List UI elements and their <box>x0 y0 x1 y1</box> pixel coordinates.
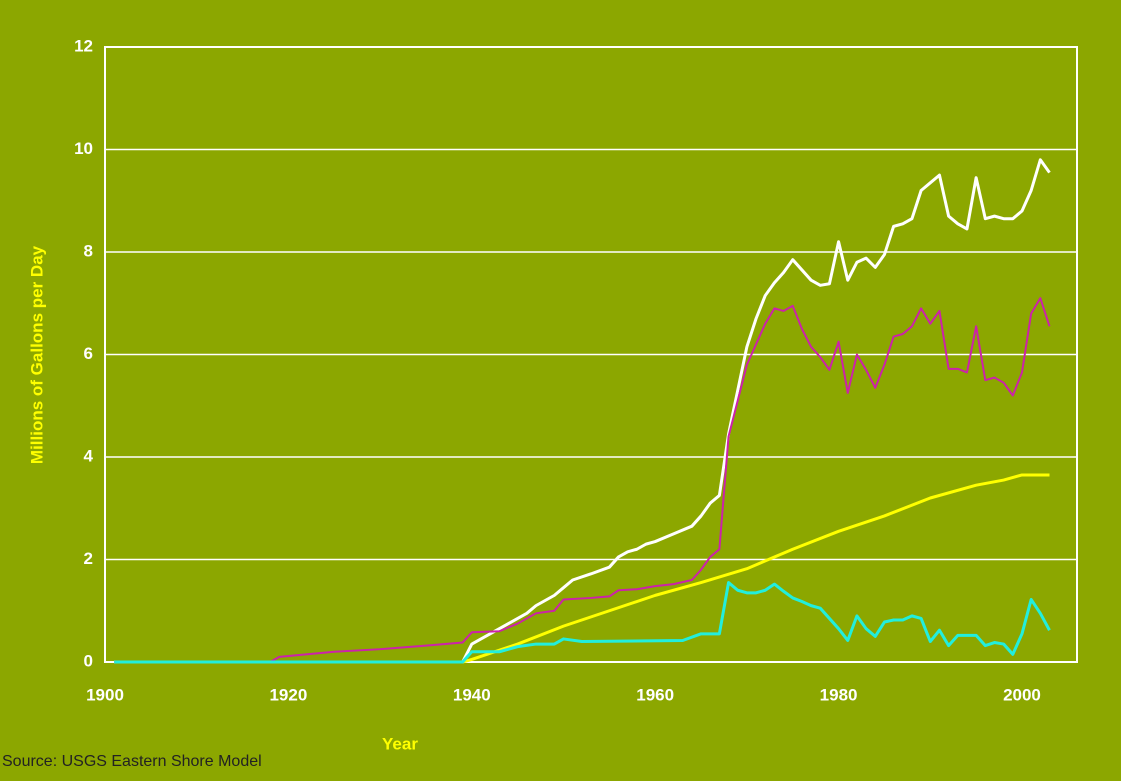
y-tick-label: 4 <box>84 446 94 465</box>
x-axis-label: Year <box>382 734 418 753</box>
y-tick-label: 6 <box>84 344 93 363</box>
y-tick-label: 10 <box>74 139 93 158</box>
y-tick-label: 0 <box>84 651 93 670</box>
series-line <box>462 473 1050 664</box>
y-tick-label: 12 <box>74 36 93 55</box>
x-tick-label: 1920 <box>269 685 307 704</box>
x-tick-label: 1960 <box>636 685 674 704</box>
x-tick-label: 1980 <box>820 685 858 704</box>
series-line <box>114 297 1051 663</box>
x-tick-label: 2000 <box>1003 685 1041 704</box>
y-tick-label: 8 <box>84 241 93 260</box>
y-axis-label: Millions of Gallons per Day <box>27 245 46 464</box>
x-tick-label: 1940 <box>453 685 491 704</box>
y-tick-label: 2 <box>84 549 93 568</box>
x-tick-label: 1900 <box>86 685 124 704</box>
series-line <box>114 158 1051 664</box>
source-note: Source: USGS Eastern Shore Model <box>2 753 262 770</box>
series-line <box>114 581 1051 664</box>
